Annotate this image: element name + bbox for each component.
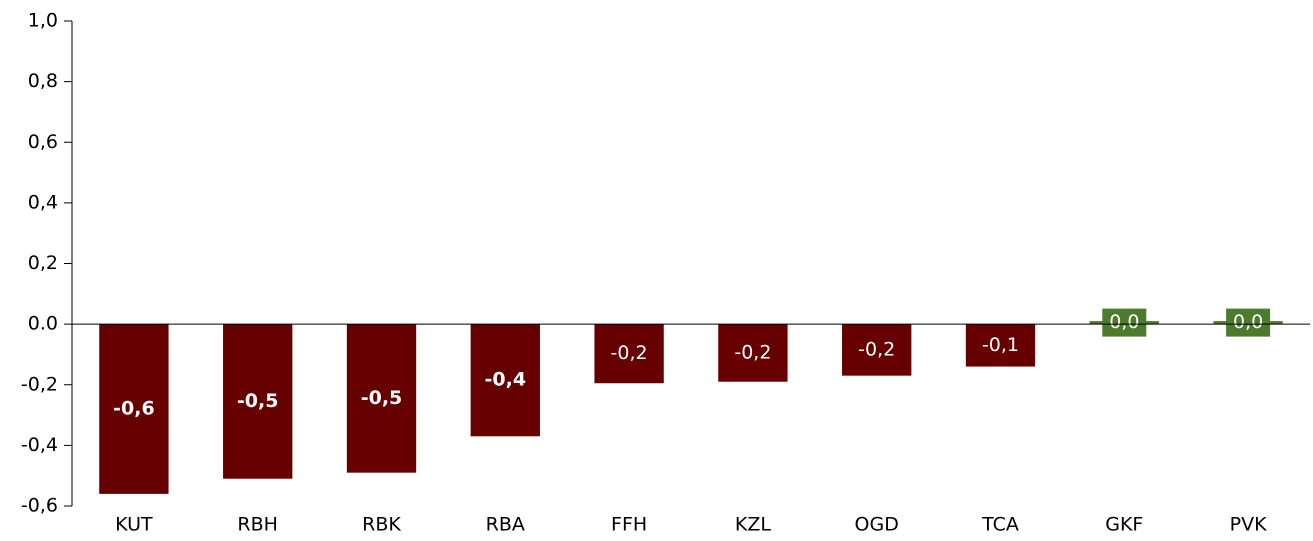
value-label: -0,5 xyxy=(237,390,279,412)
value-label-bg xyxy=(1226,308,1271,337)
x-tick-label: FFH xyxy=(611,514,647,536)
x-tick-label: RBA xyxy=(486,514,525,536)
x-tick-label: TCA xyxy=(981,514,1019,536)
x-tick-label: OGD xyxy=(855,514,899,536)
y-tick-label: 0,8 xyxy=(28,70,58,92)
y-tick-label: -0,6 xyxy=(21,495,58,517)
x-tick-label: KZL xyxy=(735,514,771,536)
x-tick-label: RBH xyxy=(237,514,278,536)
y-tick-label: 0,2 xyxy=(28,252,58,274)
bar xyxy=(223,324,293,479)
value-label-bg xyxy=(1102,308,1147,337)
y-tick-label: 0,4 xyxy=(28,191,58,213)
bar xyxy=(99,324,169,494)
bar xyxy=(842,324,912,376)
bar xyxy=(718,324,788,382)
y-tick-label: -0,2 xyxy=(21,373,58,395)
bar xyxy=(346,324,417,473)
bar xyxy=(965,324,1036,367)
bar xyxy=(470,324,540,437)
value-label: -0,2 xyxy=(611,342,648,364)
value-label: -0,1 xyxy=(982,334,1019,356)
y-tick-label: 1,0 xyxy=(28,10,58,32)
value-label: -0,5 xyxy=(361,387,403,409)
y-tick-label: -0,4 xyxy=(21,434,58,456)
value-label: -0,6 xyxy=(113,398,155,420)
x-tick-label: PVK xyxy=(1230,514,1267,536)
bar xyxy=(594,324,664,384)
y-tick-label: 0.0 xyxy=(28,313,58,335)
value-label: -0,2 xyxy=(858,338,895,360)
y-tick-label: 0,6 xyxy=(28,131,58,153)
value-label: 0,0 xyxy=(1233,311,1263,333)
x-tick-label: KUT xyxy=(115,514,153,536)
value-label: 0,0 xyxy=(1109,311,1139,333)
value-label: -0,2 xyxy=(734,341,771,363)
x-tick-label: RBK xyxy=(362,514,401,536)
x-tick-label: GKF xyxy=(1105,514,1143,536)
value-label: -0,4 xyxy=(485,369,527,391)
